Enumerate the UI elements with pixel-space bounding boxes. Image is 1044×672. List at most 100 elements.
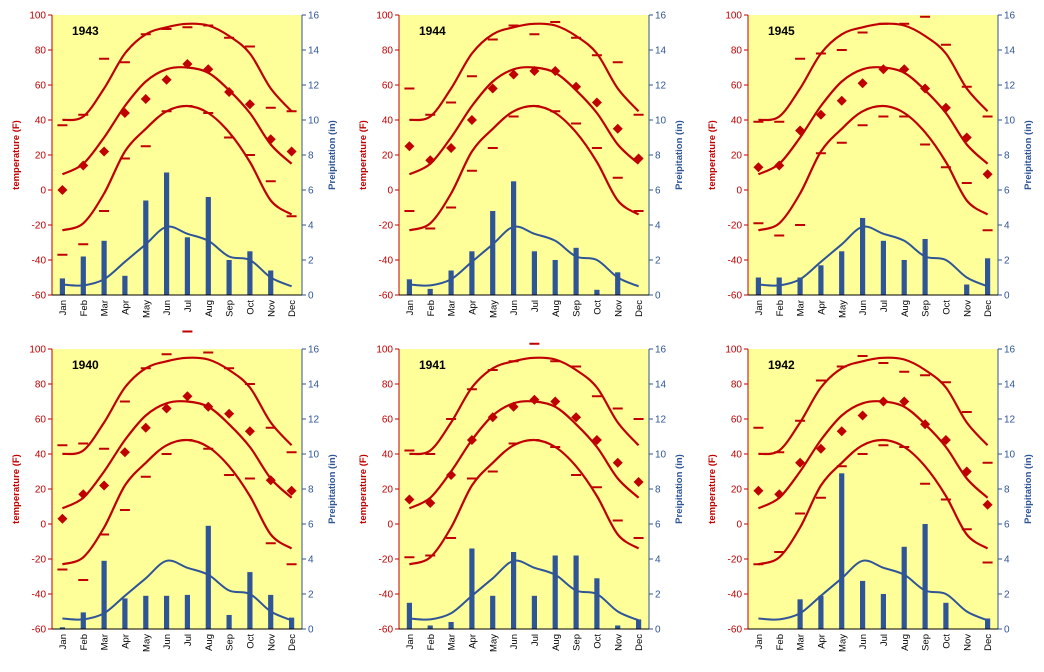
- monthly-mean-marker-sep: [224, 87, 235, 97]
- left-tick-label: 60: [35, 415, 47, 426]
- monthly-mean-marker-oct: [244, 426, 255, 437]
- left-tick-label: -20: [728, 555, 743, 566]
- climate-chart-1943: -60 -40 -20 0 20 40 60 80 100 0 2 4 6 8 10 12 14 16 Jan Feb…: [11, 11, 338, 318]
- right-tick-label: 8: [308, 151, 314, 162]
- normal-high-line: [62, 356, 293, 456]
- left-tick-label: 80: [731, 380, 743, 391]
- month-label-jun: Jun: [858, 634, 869, 649]
- month-label-nov: Nov: [266, 300, 277, 317]
- precipitation-bar-nov: [964, 284, 970, 295]
- left-tick-label: 0: [40, 520, 46, 531]
- right-tick-label: 8: [1004, 485, 1010, 496]
- monthly-mean-marker-sep: [920, 83, 931, 94]
- month-label-oct: Oct: [941, 300, 952, 315]
- month-label-jan: Jan: [754, 300, 765, 315]
- month-label-feb: Feb: [79, 634, 90, 650]
- precipitation-bar-apr: [122, 275, 128, 296]
- left-tick-label: 100: [29, 11, 46, 22]
- precipitation-bar-may: [490, 595, 496, 630]
- plot-area: [399, 15, 649, 295]
- month-label-jan: Jan: [58, 300, 69, 315]
- normal-high-line: [758, 356, 989, 456]
- right-tick-label: 4: [1004, 221, 1010, 232]
- month-label-feb: Feb: [775, 300, 786, 316]
- normal-precipitation-line: [62, 225, 292, 288]
- left-axis-title: temperature (F): [707, 454, 718, 524]
- left-tick-label: 60: [35, 81, 47, 92]
- precipitation-bar-feb: [427, 625, 433, 629]
- left-tick-label: -40: [379, 256, 394, 267]
- left-tick-label: 80: [35, 380, 47, 391]
- right-tick-label: 0: [1004, 291, 1010, 302]
- left-tick-label: 100: [29, 345, 46, 356]
- monthly-mean-marker-mar: [99, 480, 110, 491]
- left-tick-label: 80: [382, 380, 394, 391]
- left-tick-label: 0: [736, 520, 742, 531]
- left-tick-label: 60: [731, 81, 743, 92]
- monthly-mean-marker-nov: [265, 475, 276, 486]
- monthly-mean-marker-jan: [404, 141, 415, 152]
- right-tick-label: 10: [655, 116, 667, 127]
- left-tick-label: 60: [382, 415, 394, 426]
- precipitation-bar-aug: [552, 260, 558, 295]
- monthly-mean-marker-jul: [182, 59, 193, 69]
- monthly-mean-marker-dec: [633, 153, 644, 164]
- precipitation-bar-nov: [615, 272, 621, 296]
- month-label-jan: Jan: [405, 634, 416, 649]
- normal-precipitation-line: [409, 225, 639, 288]
- chart-title: 1945: [768, 24, 795, 38]
- precipitation-bar-jun: [860, 580, 866, 629]
- left-axis-title: temperature (F): [11, 120, 22, 190]
- month-label-dec: Dec: [983, 634, 994, 651]
- precipitation-bar-apr: [469, 251, 475, 296]
- climate-chart-1942: -60 -40 -20 0 20 40 60 80 100 0 2 4 6 8 10 12 14 16 Jan Feb…: [707, 345, 1034, 652]
- monthly-mean-marker-dec: [633, 477, 644, 487]
- left-tick-label: 20: [382, 485, 394, 496]
- precipitation-bar-apr: [818, 265, 824, 296]
- right-tick-label: 12: [655, 415, 667, 426]
- precipitation-bar-mar: [448, 270, 454, 295]
- chart-title: 1944: [419, 24, 446, 38]
- month-label-may: May: [488, 300, 499, 318]
- monthly-mean-marker-feb: [425, 498, 436, 508]
- monthly-mean-marker-oct: [940, 435, 951, 445]
- right-tick-label: 12: [308, 81, 320, 92]
- left-axis-title: temperature (F): [358, 454, 369, 524]
- month-label-nov: Nov: [962, 634, 973, 651]
- precipitation-bar-mar: [101, 560, 107, 630]
- right-axis-title: Preipitation (in): [674, 120, 685, 190]
- precipitation-bar-apr: [122, 598, 128, 629]
- right-tick-label: 16: [1004, 345, 1016, 356]
- monthly-mean-marker-aug: [203, 64, 214, 75]
- monthly-mean-marker-jun: [161, 74, 172, 85]
- left-tick-label: 100: [376, 345, 393, 356]
- monthly-mean-marker-mar: [795, 125, 806, 136]
- precipitation-bar-jul: [880, 240, 886, 296]
- precipitation-bar-feb: [427, 288, 433, 295]
- right-tick-label: 6: [655, 186, 661, 197]
- left-tick-label: -40: [32, 590, 47, 601]
- normal-high-line: [62, 22, 293, 122]
- monthly-mean-marker-dec: [286, 146, 297, 157]
- monthly-mean-marker-may: [140, 422, 151, 433]
- month-label-jul: Jul: [183, 300, 194, 312]
- left-tick-label: 0: [736, 186, 742, 197]
- precipitation-bar-jan: [406, 279, 412, 296]
- month-label-aug: Aug: [551, 300, 562, 317]
- month-label-aug: Aug: [204, 300, 215, 317]
- precipitation-bar-may: [839, 473, 845, 630]
- normal-low-line: [409, 104, 640, 232]
- month-label-sep: Sep: [572, 634, 583, 651]
- left-tick-label: 40: [382, 450, 394, 461]
- month-label-oct: Oct: [941, 634, 952, 649]
- precipitation-bar-oct: [943, 602, 949, 630]
- month-label-nov: Nov: [613, 634, 624, 651]
- left-tick-label: 20: [382, 151, 394, 162]
- monthly-mean-marker-jun: [857, 410, 868, 421]
- monthly-mean-marker-jan: [753, 162, 764, 173]
- normal-precipitation-line: [758, 559, 988, 622]
- right-tick-label: 6: [308, 520, 314, 531]
- monthly-mean-marker-may: [140, 94, 151, 104]
- right-tick-label: 4: [308, 555, 314, 566]
- left-tick-label: 60: [731, 415, 743, 426]
